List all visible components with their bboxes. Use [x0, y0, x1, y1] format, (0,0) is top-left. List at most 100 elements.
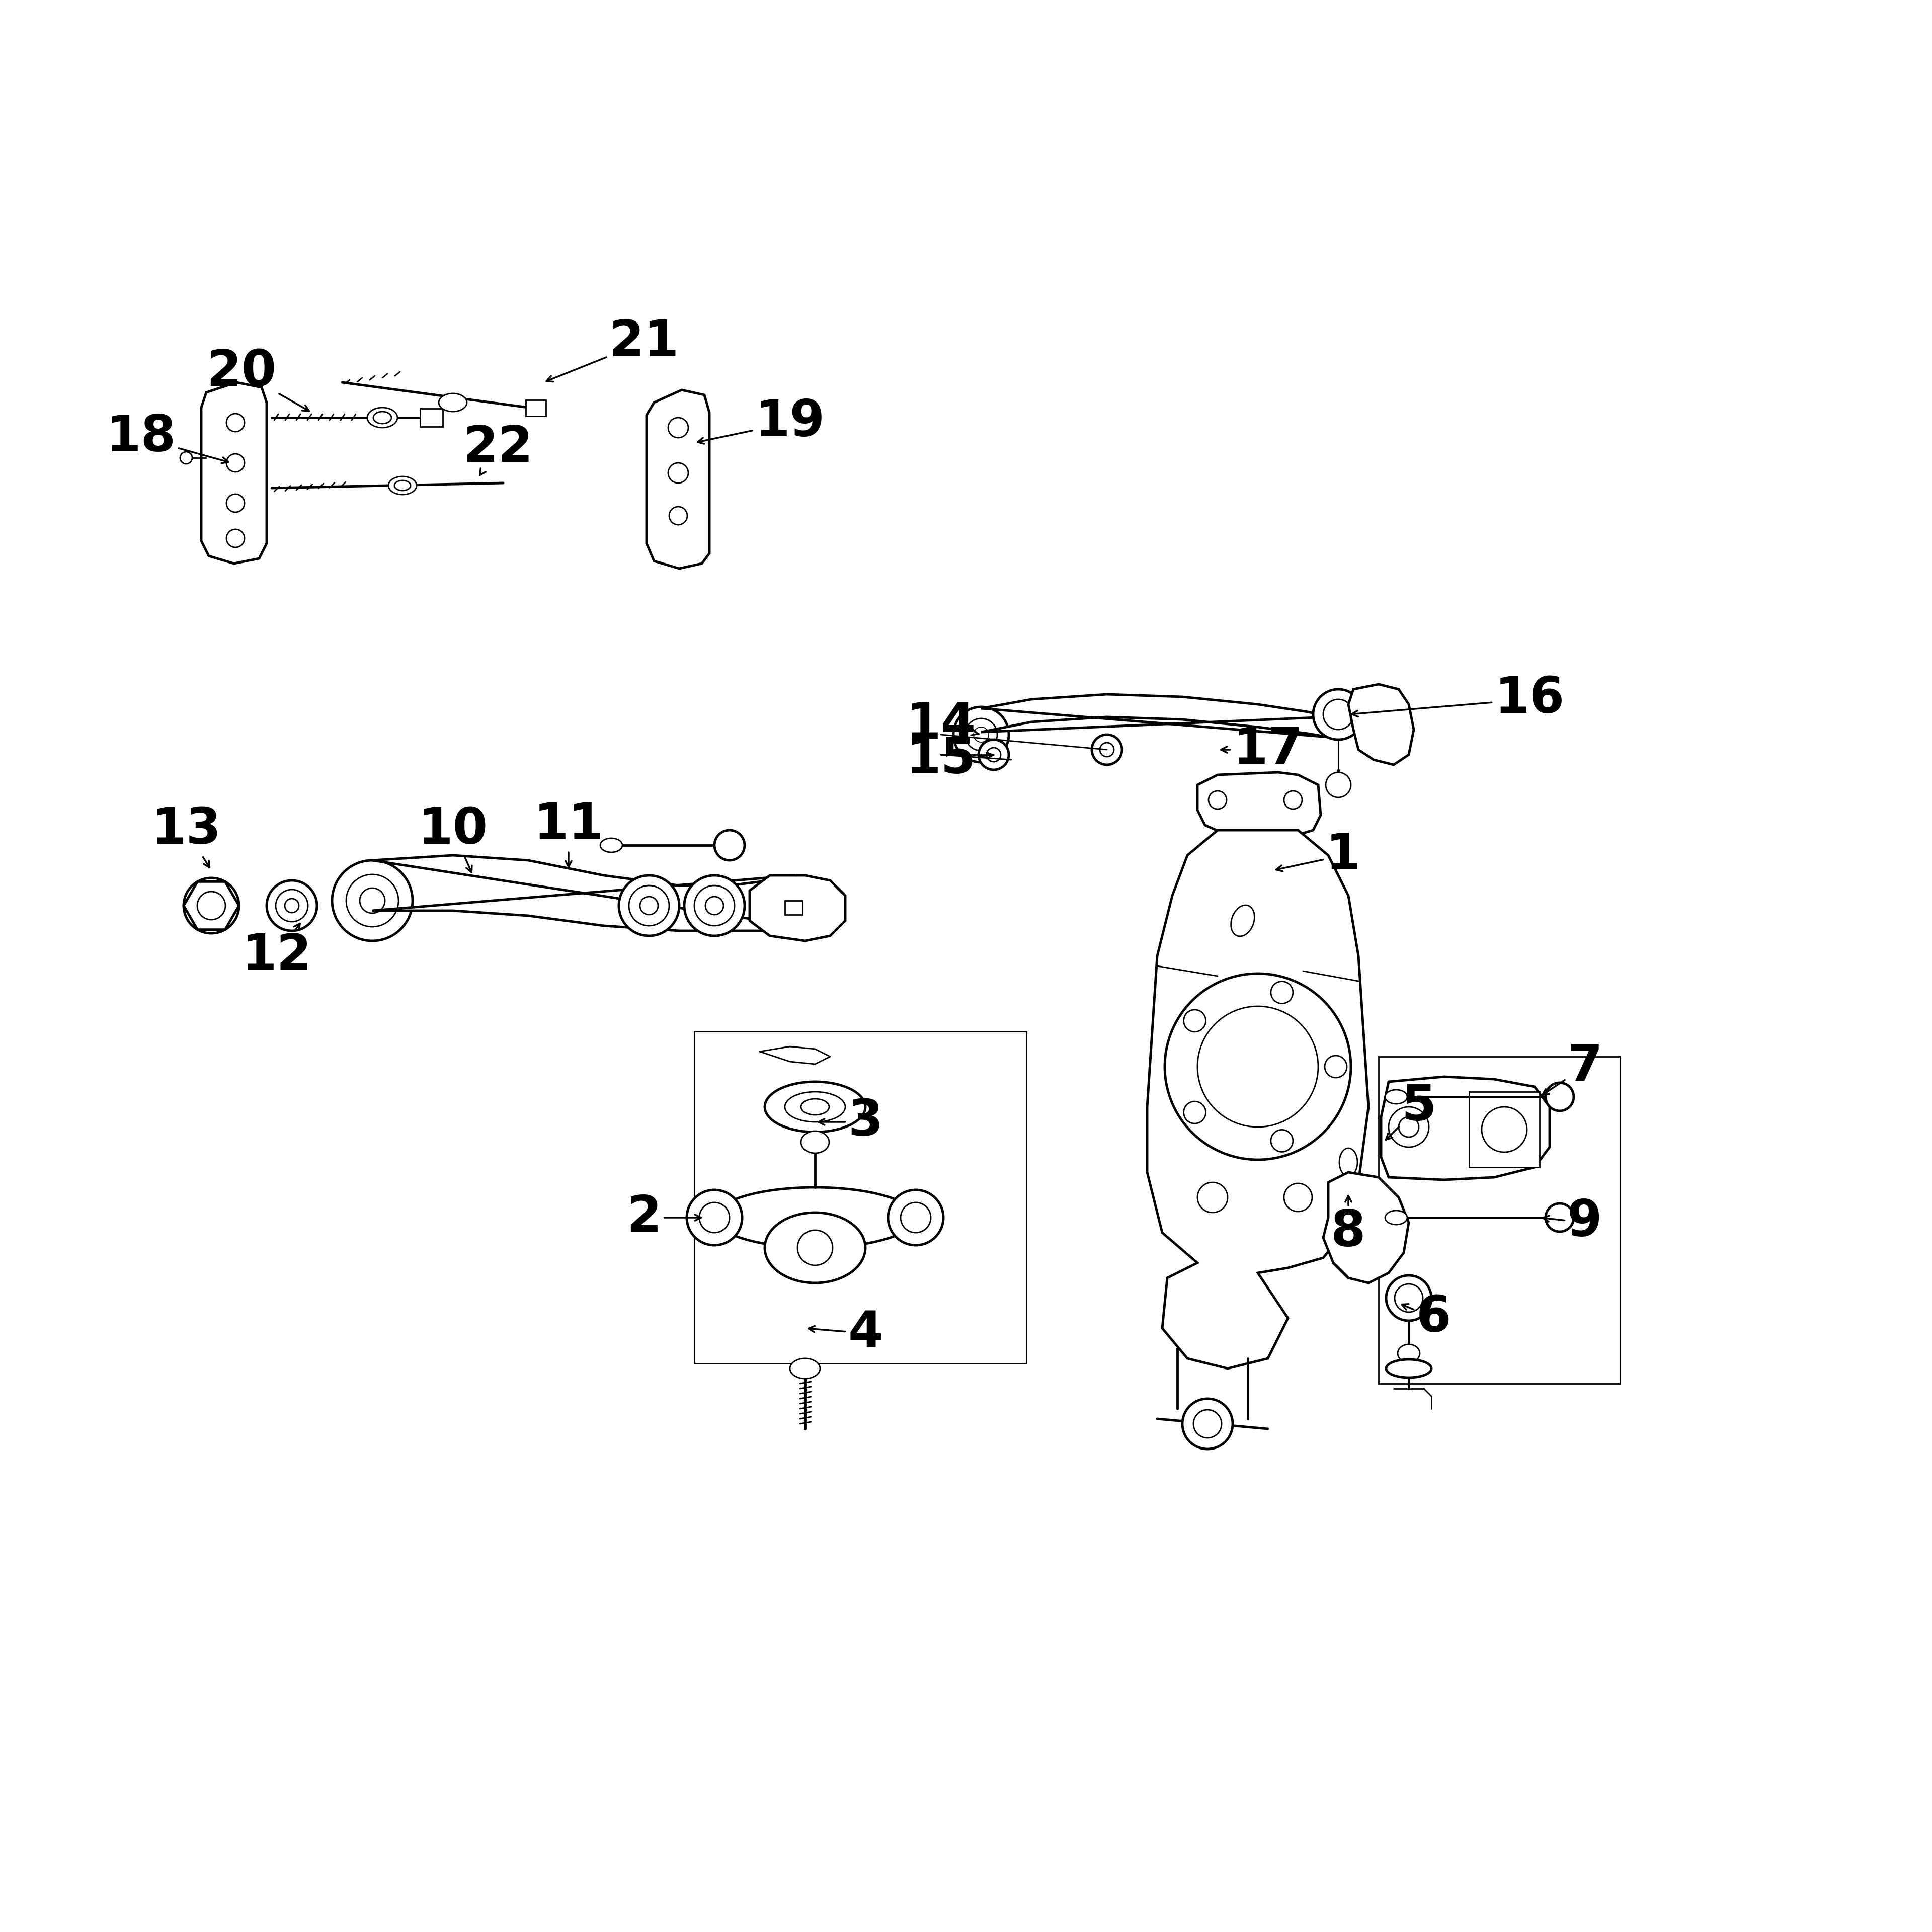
Text: 5: 5 [1385, 1082, 1435, 1140]
Circle shape [699, 1202, 730, 1233]
Circle shape [1184, 1010, 1206, 1032]
Polygon shape [1381, 1076, 1549, 1180]
Ellipse shape [784, 1092, 846, 1122]
Circle shape [197, 891, 226, 920]
Bar [1468, 1092, 1540, 1167]
Circle shape [276, 889, 307, 922]
Circle shape [668, 506, 688, 526]
Polygon shape [1323, 1173, 1408, 1283]
Circle shape [618, 875, 680, 935]
Text: 9: 9 [1544, 1198, 1602, 1246]
Text: 7: 7 [1542, 1041, 1602, 1095]
Text: 6: 6 [1403, 1294, 1451, 1343]
Circle shape [332, 860, 413, 941]
Circle shape [184, 877, 240, 933]
Circle shape [1092, 734, 1122, 765]
Bar [784, 900, 802, 914]
Ellipse shape [388, 477, 417, 495]
Text: 16: 16 [1352, 674, 1565, 725]
Text: 12: 12 [242, 923, 311, 980]
Circle shape [1323, 699, 1354, 730]
Polygon shape [184, 881, 240, 929]
Circle shape [1165, 974, 1350, 1159]
Circle shape [668, 464, 688, 483]
Circle shape [1395, 1285, 1422, 1312]
Circle shape [1271, 981, 1293, 1003]
Circle shape [715, 831, 744, 860]
Text: 14: 14 [906, 699, 980, 750]
Circle shape [668, 417, 688, 439]
Circle shape [1389, 1107, 1430, 1148]
Circle shape [359, 889, 384, 914]
Ellipse shape [802, 1130, 829, 1153]
Circle shape [1285, 790, 1302, 810]
Circle shape [1198, 1182, 1227, 1213]
Circle shape [630, 885, 668, 925]
Ellipse shape [790, 1358, 819, 1379]
Circle shape [1198, 1007, 1318, 1126]
Polygon shape [981, 694, 1329, 738]
Text: 3: 3 [819, 1097, 883, 1146]
Ellipse shape [802, 1099, 829, 1115]
Polygon shape [1198, 773, 1321, 838]
Polygon shape [647, 390, 709, 568]
Circle shape [639, 896, 659, 914]
Polygon shape [1148, 831, 1368, 1368]
Polygon shape [1349, 684, 1414, 765]
Circle shape [1182, 1399, 1233, 1449]
Circle shape [684, 875, 744, 935]
Circle shape [1209, 790, 1227, 810]
Circle shape [1482, 1107, 1526, 1151]
Ellipse shape [1385, 1360, 1432, 1378]
Circle shape [686, 1190, 742, 1246]
Ellipse shape [373, 412, 392, 423]
Ellipse shape [1385, 1090, 1406, 1103]
Ellipse shape [367, 408, 398, 427]
Circle shape [964, 719, 997, 752]
Ellipse shape [601, 838, 622, 852]
Circle shape [798, 1231, 833, 1265]
Circle shape [226, 529, 245, 547]
Text: 8: 8 [1331, 1196, 1366, 1258]
Polygon shape [750, 875, 846, 941]
Text: 17: 17 [1221, 725, 1302, 775]
Circle shape [974, 726, 989, 742]
Circle shape [1184, 1101, 1206, 1124]
Text: 19: 19 [697, 398, 825, 446]
Circle shape [267, 881, 317, 931]
Circle shape [226, 413, 245, 431]
Circle shape [1325, 1055, 1347, 1078]
Circle shape [1325, 773, 1350, 798]
Text: 18: 18 [106, 413, 228, 464]
Circle shape [197, 891, 226, 922]
Ellipse shape [1397, 1345, 1420, 1362]
Text: 15: 15 [906, 736, 993, 784]
Text: 10: 10 [417, 806, 487, 873]
Circle shape [180, 452, 191, 464]
Circle shape [705, 896, 723, 914]
Circle shape [1194, 1410, 1221, 1437]
Bar [1379, 1057, 1621, 1383]
Circle shape [980, 740, 1009, 769]
Text: 2: 2 [626, 1194, 701, 1242]
Circle shape [1271, 1130, 1293, 1151]
Ellipse shape [1385, 1211, 1406, 1225]
Circle shape [1399, 1117, 1418, 1138]
Polygon shape [201, 383, 267, 564]
Text: 20: 20 [207, 348, 309, 412]
Text: 1: 1 [1277, 831, 1360, 879]
Ellipse shape [439, 394, 468, 412]
Circle shape [1546, 1082, 1575, 1111]
Ellipse shape [765, 1213, 866, 1283]
Circle shape [1314, 690, 1364, 740]
Circle shape [987, 748, 1001, 761]
Circle shape [694, 885, 734, 925]
Text: 13: 13 [151, 806, 220, 867]
Ellipse shape [394, 481, 410, 491]
Text: 4: 4 [808, 1308, 883, 1358]
Circle shape [346, 875, 398, 927]
Polygon shape [373, 856, 794, 931]
Circle shape [226, 495, 245, 512]
Bar [526, 400, 547, 415]
Circle shape [952, 707, 1009, 763]
